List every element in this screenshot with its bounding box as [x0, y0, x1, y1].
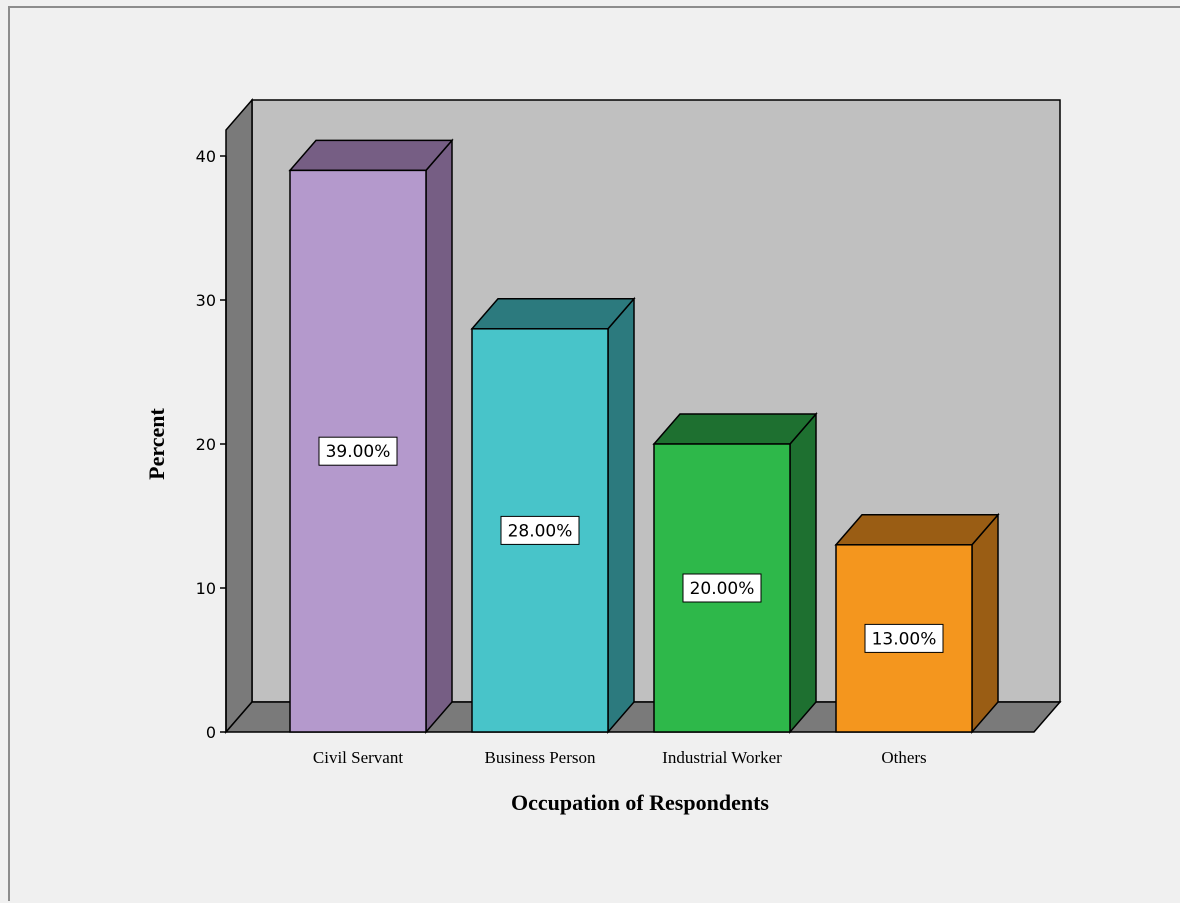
data-label-box — [318, 436, 398, 466]
data-label: 39.00% — [326, 442, 391, 462]
bar-top-face — [470, 298, 636, 330]
bar-4: 13.00% — [834, 512, 1000, 735]
data-label: 13.00% — [872, 629, 937, 649]
bar-side-face — [971, 512, 999, 735]
bar-top-face — [834, 514, 1000, 546]
x-axis-title: Occupation of Respondents — [511, 790, 769, 815]
bar-chart: 0 10 20 30 40 39.00% 28.00% 20.00% 13.00% Civil… — [144, 97, 1062, 815]
data-label-box — [500, 515, 580, 545]
bars: 39.00% 28.00% 20.00% 13.00% — [288, 138, 1000, 735]
x-category-label: Business Person — [485, 748, 596, 767]
bar-side-face — [607, 296, 635, 735]
chart-frame: 0 10 20 30 40 39.00% 28.00% 20.00% 13.00% Civil… — [8, 6, 1180, 901]
y-tick-label: 10 — [196, 579, 216, 598]
bar-1: 39.00% — [288, 138, 454, 735]
x-category-label: Others — [881, 748, 926, 767]
y-tick-label: 20 — [196, 435, 216, 454]
data-label: 28.00% — [508, 521, 573, 541]
side-wall — [225, 97, 253, 735]
y-tick-label: 40 — [196, 147, 216, 166]
bar-top-face — [288, 139, 454, 172]
y-tick-label: 0 — [206, 723, 216, 742]
data-label: 20.00% — [690, 579, 755, 599]
y-axis: 0 10 20 30 40 — [196, 147, 227, 742]
x-category-label: Civil Servant — [313, 748, 403, 767]
bar-3: 20.00% — [652, 411, 818, 735]
bar-side-face — [789, 411, 817, 735]
bar-side-face — [425, 138, 453, 735]
data-label-box — [682, 573, 762, 603]
x-axis: Civil Servant Business Person Industrial W… — [313, 748, 927, 767]
y-axis-title: Percent — [144, 408, 169, 480]
bar-top-face — [652, 413, 818, 445]
x-category-label: Industrial Worker — [662, 748, 782, 767]
bar-2: 28.00% — [470, 296, 636, 735]
data-label-box — [864, 623, 944, 653]
y-tick-label: 30 — [196, 291, 216, 310]
